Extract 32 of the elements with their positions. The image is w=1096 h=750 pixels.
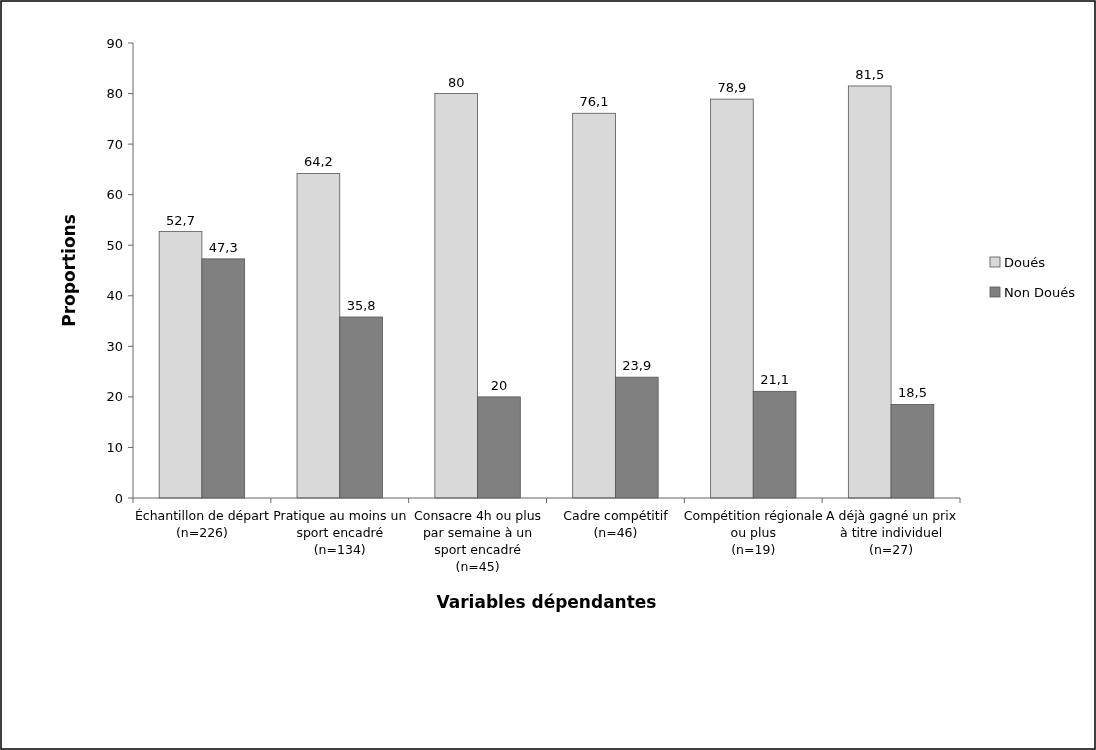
y-tick-label: 40 [106, 288, 123, 304]
data-label: 78,9 [717, 80, 747, 96]
y-tick-label: 0 [114, 490, 123, 506]
x-tick-label: Compétition régionale ou plus (n=19) [683, 508, 823, 557]
data-label: 18,5 [897, 385, 927, 401]
data-label: 23,9 [622, 358, 652, 374]
data-label: 80 [447, 74, 465, 90]
data-label: 35,8 [346, 298, 376, 314]
y-tick-label: 50 [106, 237, 123, 253]
x-tick-label: Pratique au moins un sport encadré (n=134) [273, 508, 407, 557]
data-label: 20 [490, 377, 508, 393]
data-label: 64,2 [303, 154, 333, 170]
data-label: 81,5 [855, 66, 885, 82]
data-label: 21,1 [760, 372, 790, 388]
y-tick-label: 20 [106, 389, 123, 405]
x-tick-label: Échantillon de départ (n=226) [134, 508, 270, 540]
y-tick-label: 90 [106, 35, 123, 51]
x-tick-label: Cadre compétitif (n=46) [563, 508, 669, 540]
x-tick-label: A déjà gagné un prix à titre individuel (n=27) [826, 508, 957, 557]
x-axis-title: Variables dépendantes [436, 592, 657, 612]
data-label: 47,3 [208, 239, 238, 255]
y-tick-label: 70 [106, 136, 123, 152]
y-tick-label: 80 [106, 86, 123, 102]
y-axis-title: Proportions [59, 214, 79, 327]
data-label: 76,1 [579, 94, 609, 110]
x-tick-label: Consacre 4h ou plus par semaine à un sport encadré (n=45) [414, 508, 542, 574]
legend-label: Non Doués [1004, 284, 1076, 300]
y-tick-label: 60 [106, 187, 123, 203]
data-label: 52,7 [166, 212, 196, 228]
y-tick-label: 10 [106, 439, 123, 455]
legend-label: Doués [1004, 254, 1046, 270]
y-tick-label: 30 [106, 338, 123, 354]
